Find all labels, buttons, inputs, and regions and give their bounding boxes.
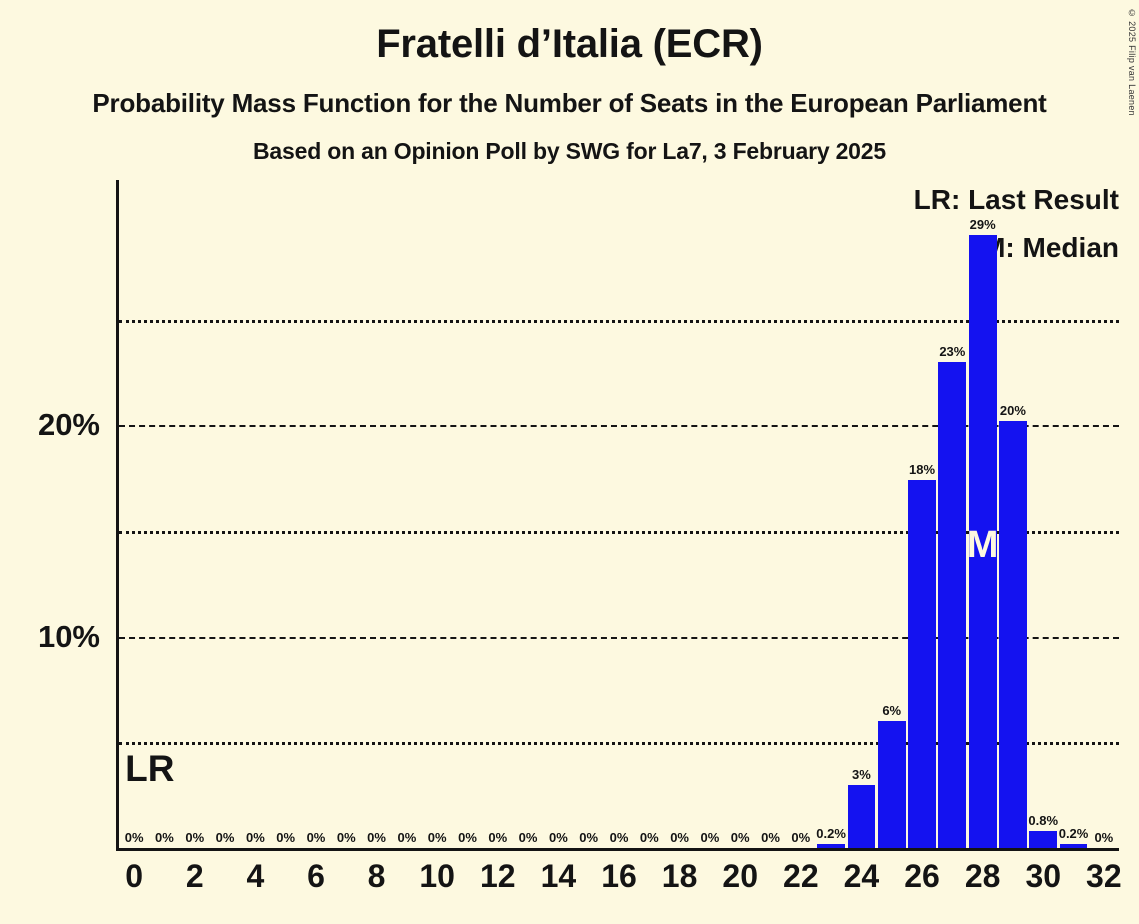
x-axis-tick-label: 28 xyxy=(964,858,1001,894)
bar-value-label: 0% xyxy=(155,830,174,845)
bar-value-label: 0% xyxy=(306,830,326,845)
copyright-notice: © 2025 Filip van Laenen xyxy=(1127,8,1137,116)
bar-value-label: 0% xyxy=(639,830,659,845)
bar-value-label: 0% xyxy=(548,830,568,845)
bar xyxy=(877,721,906,848)
x-axis-tick-label: 20 xyxy=(722,858,758,894)
bar xyxy=(1029,831,1058,848)
y-axis-tick-label: 10% xyxy=(37,618,100,654)
gridline-5 xyxy=(119,742,1119,746)
bar-value-label: 0.8% xyxy=(1028,813,1059,829)
bar xyxy=(908,480,936,848)
bar-value-label: 0% xyxy=(215,830,235,845)
x-axis-tick-label: 22 xyxy=(783,858,819,894)
bar-value-label: 0% xyxy=(791,830,811,845)
bar-value-label: 0% xyxy=(761,830,780,845)
x-axis-tick-label: 26 xyxy=(904,858,940,894)
bar-value-label: 0.2% xyxy=(816,825,846,841)
gridline-25 xyxy=(119,319,1119,323)
bar xyxy=(1059,843,1088,848)
x-axis-tick-label: 0 xyxy=(125,858,144,894)
x-axis-tick-label: 12 xyxy=(479,858,516,894)
x-axis-tick-label: 16 xyxy=(601,858,637,894)
bar-value-label: 23% xyxy=(939,343,966,359)
x-axis-tick-label: 14 xyxy=(540,858,577,894)
bar-value-label: 18% xyxy=(909,462,936,478)
gridline-10 xyxy=(119,636,1119,639)
bar xyxy=(817,843,846,848)
bar-value-label: 0.2% xyxy=(1058,825,1089,841)
y-axis-tick-label: 20% xyxy=(37,407,100,443)
bar-value-label: 0% xyxy=(518,830,538,845)
bar-value-label: 0% xyxy=(579,830,599,845)
x-axis-tick-label: 8 xyxy=(367,858,386,894)
x-axis-tick-label: 24 xyxy=(843,858,880,894)
bar-value-label: 0% xyxy=(458,830,477,845)
bar-value-label: 0% xyxy=(276,830,296,845)
x-axis-tick-label: 10 xyxy=(419,858,455,894)
bar xyxy=(938,361,967,848)
x-axis-tick-label: 6 xyxy=(307,858,325,894)
bar-value-label: 0% xyxy=(1094,830,1114,845)
x-axis-line xyxy=(116,848,1119,851)
y-axis-line xyxy=(116,180,119,851)
bar-value-label: 0% xyxy=(367,830,386,845)
page-title: Fratelli d’Italia (ECR) xyxy=(376,22,763,66)
gridline-20 xyxy=(119,425,1119,428)
bar-value-label: 0% xyxy=(609,830,629,845)
legend-median: M: Median xyxy=(982,232,1119,263)
chart-subtitle: Probability Mass Function for the Number… xyxy=(92,88,1047,118)
bar xyxy=(999,421,1027,848)
x-axis-tick-label: 18 xyxy=(661,858,698,894)
bar xyxy=(847,784,876,848)
bar-value-label: 0% xyxy=(124,830,144,845)
bar-value-label: 20% xyxy=(999,402,1026,418)
gridline-15 xyxy=(119,530,1119,534)
bar-value-label: 3% xyxy=(852,766,871,782)
bar-value-label: 29% xyxy=(969,216,996,232)
x-axis-tick-label: 4 xyxy=(246,858,265,894)
bar-value-label: 0% xyxy=(488,830,508,845)
legend-last-result: LR: Last Result xyxy=(913,184,1119,215)
bar-value-label: 0% xyxy=(730,830,750,845)
bar-value-label: 0% xyxy=(700,830,720,845)
x-axis-tick-label: 2 xyxy=(185,858,204,894)
x-axis-tick-label: 30 xyxy=(1025,858,1062,894)
bar-value-label: 0% xyxy=(245,830,265,845)
bar-value-label: 0% xyxy=(427,830,447,845)
bar-value-label: 0% xyxy=(397,830,417,845)
chart-source-note: Based on an Opinion Poll by SWG for La7,… xyxy=(253,138,886,164)
median-marker: M xyxy=(966,524,999,566)
bar-value-label: 6% xyxy=(882,703,902,719)
last-result-marker: LR xyxy=(125,748,175,789)
bar-value-label: 0% xyxy=(336,830,356,845)
bar-value-label: 0% xyxy=(670,830,689,845)
plot-area: 0% 0% 0% 0% 0% 0% 0% 0% 0% 0% 0% 0% 0% 0% 0% 0% 0% 0% 0% 0%… xyxy=(116,180,1119,851)
bar-value-label: 0% xyxy=(185,830,205,845)
x-axis-tick-label: 32 xyxy=(1086,858,1122,894)
bar xyxy=(968,234,997,848)
